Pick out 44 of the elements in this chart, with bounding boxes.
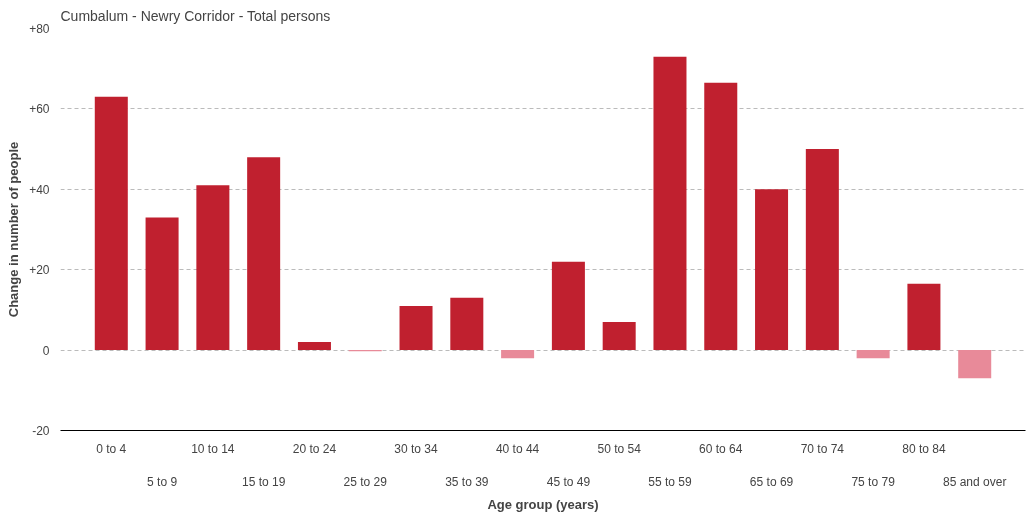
x-tick-label: 45 to 49 — [546, 475, 591, 490]
x-axis-title: Age group (years) — [487, 497, 599, 513]
y-axis-title: Change in number of people — [6, 141, 22, 318]
x-tick-label: 50 to 54 — [597, 441, 642, 456]
x-tick-label: 25 to 29 — [343, 475, 388, 490]
x-tick-label: 40 to 44 — [495, 441, 540, 456]
bar — [94, 96, 128, 351]
x-tick-label: 35 to 39 — [445, 475, 489, 490]
bar — [297, 342, 331, 351]
bar — [856, 350, 890, 359]
x-tick-label: 30 to 34 — [394, 441, 439, 456]
y-tick-label: -20 — [32, 424, 50, 438]
x-tick-label: 0 to 4 — [96, 441, 127, 456]
bar — [755, 189, 789, 351]
bar — [805, 149, 839, 351]
y-tick-label: 0 — [42, 343, 50, 358]
x-tick-label: 65 to 69 — [749, 475, 794, 490]
chart-title: Cumbalum - Newry Corridor - Total persons — [60, 7, 331, 24]
y-tick-label: +80 — [29, 22, 50, 36]
x-tick-label: 60 to 64 — [699, 441, 743, 456]
bar — [399, 305, 433, 351]
y-tick-label: +20 — [29, 263, 50, 278]
bar — [653, 56, 687, 351]
x-tick-label: 85 and over — [943, 475, 1007, 490]
x-tick-label: 20 to 24 — [292, 441, 337, 456]
x-tick-label: 55 to 59 — [648, 475, 692, 490]
bar — [501, 350, 535, 359]
bar — [450, 297, 484, 351]
bar — [145, 217, 179, 351]
bar — [196, 185, 230, 351]
bar — [704, 82, 738, 351]
x-tick-label: 70 to 74 — [800, 441, 845, 456]
bar — [907, 283, 941, 351]
bar — [551, 261, 585, 351]
y-tick-label: +60 — [29, 102, 50, 117]
y-tick-label: +40 — [29, 182, 50, 197]
x-tick-label: 80 to 84 — [902, 441, 946, 456]
x-tick-label: 15 to 19 — [241, 475, 286, 490]
bar — [247, 157, 281, 351]
x-tick-label: 10 to 14 — [191, 441, 235, 456]
bar — [958, 350, 992, 379]
x-tick-label: 75 to 79 — [851, 475, 896, 490]
bar — [602, 321, 636, 351]
x-tick-label: 5 to 9 — [147, 475, 178, 490]
